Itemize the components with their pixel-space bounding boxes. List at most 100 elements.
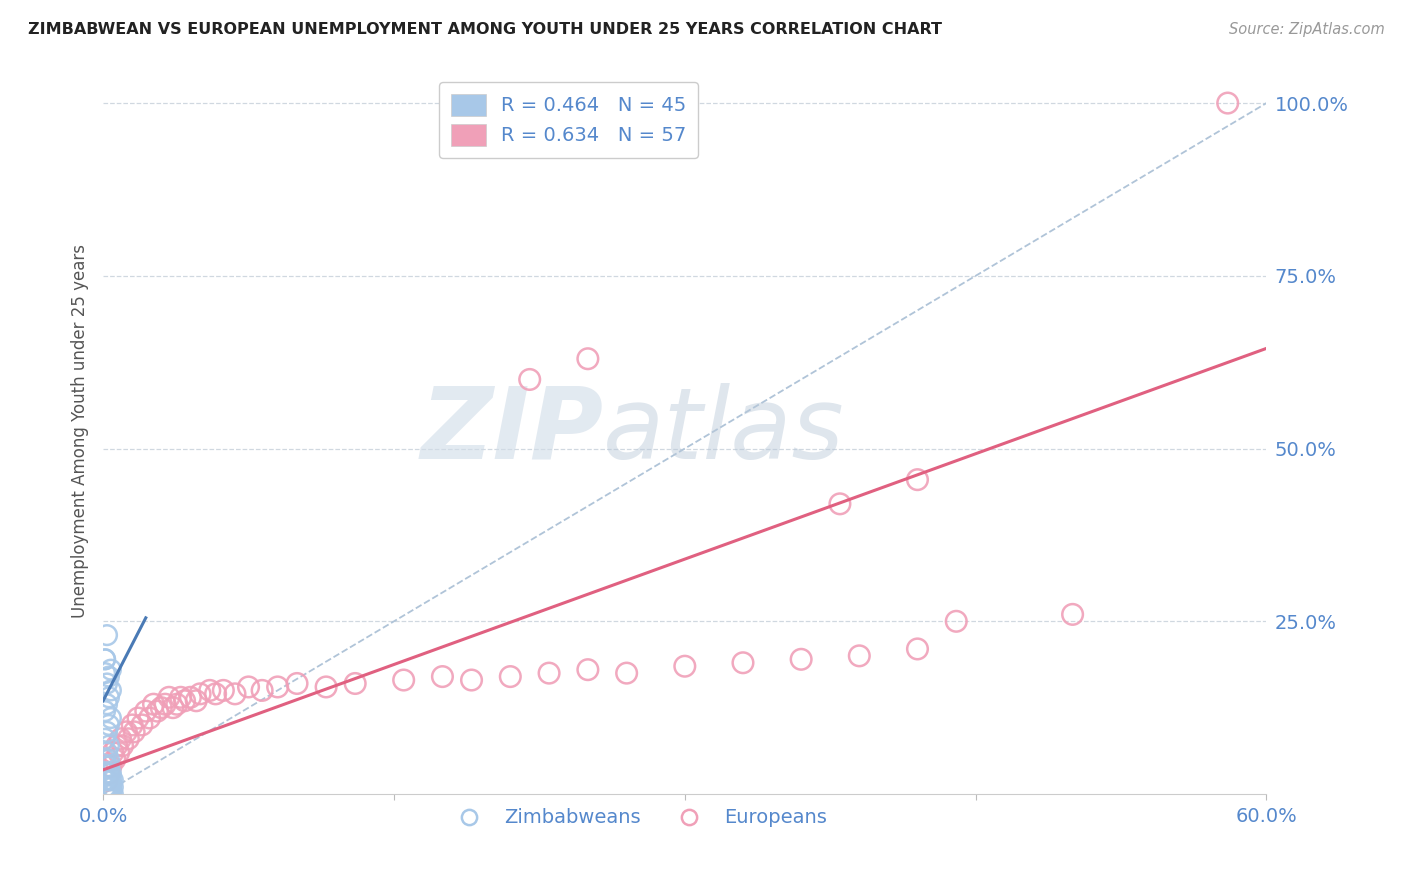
Point bbox=[499, 669, 522, 683]
Point bbox=[94, 652, 117, 666]
Point bbox=[790, 652, 813, 666]
Point bbox=[94, 666, 117, 681]
Point bbox=[97, 766, 120, 780]
Point bbox=[538, 666, 561, 681]
Point bbox=[162, 700, 184, 714]
Point bbox=[97, 773, 120, 788]
Point bbox=[673, 659, 696, 673]
Point bbox=[238, 680, 260, 694]
Point bbox=[96, 787, 118, 801]
Point bbox=[94, 773, 117, 788]
Point bbox=[117, 731, 139, 746]
Point bbox=[94, 704, 117, 718]
Point bbox=[97, 766, 120, 780]
Point bbox=[166, 697, 188, 711]
Point bbox=[100, 787, 122, 801]
Legend: Zimbabweans, Europeans: Zimbabweans, Europeans bbox=[441, 800, 835, 835]
Point bbox=[94, 731, 117, 746]
Point bbox=[96, 773, 118, 788]
Point bbox=[848, 648, 870, 663]
Point bbox=[828, 497, 851, 511]
Point bbox=[97, 690, 120, 705]
Point bbox=[146, 704, 169, 718]
Point bbox=[96, 780, 118, 794]
Point bbox=[94, 752, 117, 766]
Point bbox=[101, 787, 124, 801]
Point bbox=[460, 673, 482, 687]
Point bbox=[576, 351, 599, 366]
Point bbox=[344, 676, 367, 690]
Point bbox=[907, 473, 929, 487]
Point bbox=[97, 773, 120, 788]
Point bbox=[188, 687, 211, 701]
Point bbox=[97, 739, 120, 753]
Point bbox=[204, 687, 226, 701]
Point bbox=[250, 683, 273, 698]
Point bbox=[1062, 607, 1084, 622]
Point bbox=[576, 663, 599, 677]
Point bbox=[97, 780, 120, 794]
Point bbox=[142, 697, 165, 711]
Point bbox=[105, 739, 128, 753]
Point bbox=[907, 642, 929, 657]
Point bbox=[186, 694, 208, 708]
Point bbox=[173, 694, 195, 708]
Point bbox=[96, 759, 118, 773]
Point bbox=[100, 780, 122, 794]
Point bbox=[157, 690, 180, 705]
Point bbox=[96, 780, 118, 794]
Point bbox=[104, 752, 127, 766]
Point bbox=[96, 773, 118, 788]
Point bbox=[100, 773, 122, 788]
Y-axis label: Unemployment Among Youth under 25 years: Unemployment Among Youth under 25 years bbox=[72, 244, 89, 618]
Point bbox=[96, 697, 118, 711]
Point bbox=[616, 666, 638, 681]
Point bbox=[100, 766, 122, 780]
Point bbox=[731, 656, 754, 670]
Point bbox=[945, 615, 967, 629]
Text: Source: ZipAtlas.com: Source: ZipAtlas.com bbox=[1229, 22, 1385, 37]
Point bbox=[179, 690, 201, 705]
Point bbox=[96, 766, 118, 780]
Point bbox=[519, 372, 541, 386]
Point bbox=[170, 690, 193, 705]
Point bbox=[101, 746, 124, 760]
Point bbox=[100, 759, 122, 773]
Point bbox=[97, 780, 120, 794]
Point bbox=[266, 680, 288, 694]
Text: ZIP: ZIP bbox=[420, 383, 603, 480]
Point bbox=[101, 773, 124, 788]
Point bbox=[94, 652, 117, 666]
Point bbox=[150, 700, 173, 714]
Point bbox=[224, 687, 246, 701]
Point bbox=[100, 683, 122, 698]
Point bbox=[97, 787, 120, 801]
Point bbox=[94, 780, 117, 794]
Point bbox=[97, 752, 120, 766]
Point bbox=[392, 673, 415, 687]
Text: atlas: atlas bbox=[603, 383, 845, 480]
Point bbox=[1216, 96, 1239, 111]
Point bbox=[94, 773, 117, 788]
Point bbox=[94, 766, 117, 780]
Point bbox=[121, 718, 143, 732]
Point bbox=[138, 711, 160, 725]
Point bbox=[131, 718, 153, 732]
Point bbox=[135, 704, 157, 718]
Point bbox=[111, 739, 134, 753]
Point bbox=[212, 683, 235, 698]
Point bbox=[100, 663, 122, 677]
Point bbox=[115, 724, 138, 739]
Point bbox=[127, 711, 149, 725]
Point bbox=[96, 746, 118, 760]
Point bbox=[122, 724, 145, 739]
Point bbox=[96, 676, 118, 690]
Point bbox=[100, 711, 122, 725]
Point bbox=[97, 759, 120, 773]
Point bbox=[96, 766, 118, 780]
Point bbox=[94, 787, 117, 801]
Point bbox=[110, 731, 132, 746]
Text: ZIMBABWEAN VS EUROPEAN UNEMPLOYMENT AMONG YOUTH UNDER 25 YEARS CORRELATION CHART: ZIMBABWEAN VS EUROPEAN UNEMPLOYMENT AMON… bbox=[28, 22, 942, 37]
Point bbox=[198, 683, 221, 698]
Point bbox=[97, 718, 120, 732]
